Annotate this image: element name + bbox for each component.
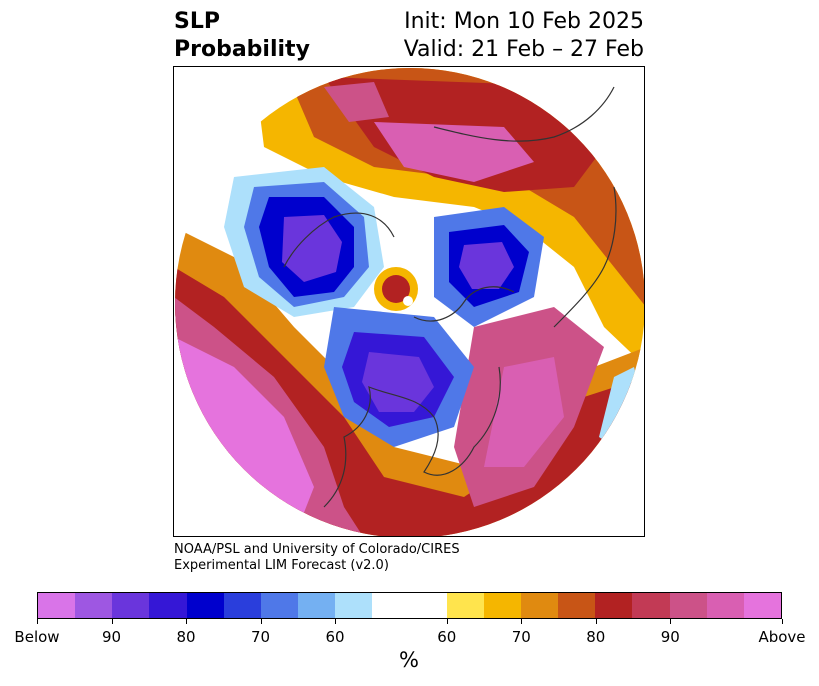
below-region-siberia-peak xyxy=(282,215,342,282)
pole-marker xyxy=(403,296,413,306)
colorbar-tick-mark xyxy=(446,619,448,624)
probability-map xyxy=(173,66,645,537)
colorbar-segment xyxy=(372,593,447,618)
colorbar-segment xyxy=(112,593,150,618)
chart-title: SLP Probability xyxy=(174,8,310,64)
credit-text: NOAA/PSL and University of Colorado/CIRE… xyxy=(174,542,460,574)
colorbar-segment xyxy=(558,593,596,618)
colorbar-segment xyxy=(446,593,484,618)
colorbar-segment xyxy=(149,593,187,618)
above-region-atlantic-peak xyxy=(484,357,564,467)
colorbar xyxy=(37,592,782,619)
colorbar-tick-label: 70 xyxy=(511,628,531,646)
colorbar-units: % xyxy=(399,648,419,672)
colorbar-segment xyxy=(260,593,299,618)
colorbar-segment xyxy=(335,593,373,618)
valid-date-label: Valid: 21 Feb – 27 Feb xyxy=(403,37,644,62)
colorbar-segment xyxy=(669,593,707,618)
colorbar-tick-label: 90 xyxy=(101,628,122,646)
colorbar-segment xyxy=(75,593,113,618)
colorbar-tick-mark xyxy=(111,619,113,624)
below-region-canada-peak xyxy=(362,352,434,412)
colorbar-tick-label: 60 xyxy=(437,628,457,646)
colorbar-tick-label: Below xyxy=(14,628,60,646)
colorbar-tick-label: 80 xyxy=(586,628,606,646)
colorbar-segment xyxy=(483,593,522,618)
colorbar-segment xyxy=(38,593,76,618)
colorbar-tick-mark xyxy=(335,619,336,624)
colorbar-segment xyxy=(632,593,670,618)
colorbar-tick-mark xyxy=(782,619,783,624)
forecast-dates: Init: Mon 10 Feb 2025 Valid: 21 Feb – 27… xyxy=(404,8,644,64)
colorbar-segment xyxy=(706,593,744,618)
below-region-arctic-peak xyxy=(459,242,514,289)
probability-field xyxy=(175,68,644,536)
colorbar-segment xyxy=(186,593,224,618)
above-region-arctic-pink xyxy=(324,82,389,122)
credit-line-2: Experimental LIM Forecast (v2.0) xyxy=(174,558,389,573)
colorbar-tick-mark xyxy=(260,619,262,624)
colorbar-tick-mark xyxy=(595,619,597,624)
colorbar-tick-label: Above xyxy=(758,628,806,646)
colorbar-segment xyxy=(521,593,559,618)
map-canvas xyxy=(175,68,644,536)
colorbar-tick-mark xyxy=(37,619,38,624)
colorbar-segment xyxy=(743,593,782,618)
above-region-pole-core xyxy=(382,275,410,303)
credit-line-1: NOAA/PSL and University of Colorado/CIRE… xyxy=(174,542,460,557)
init-date-label: Init: Mon 10 Feb 2025 xyxy=(404,9,644,34)
colorbar-tick-mark xyxy=(670,619,672,624)
colorbar-tick-label: 60 xyxy=(325,628,345,646)
colorbar-tick-label: 90 xyxy=(660,628,680,646)
colorbar-segment xyxy=(298,593,336,618)
colorbar-tick-mark xyxy=(521,619,523,624)
above-region-eurasia-peak xyxy=(374,122,534,182)
colorbar-tick-label: 80 xyxy=(176,628,196,646)
colorbar-tick-label: 70 xyxy=(250,628,271,646)
colorbar-tick-mark xyxy=(186,619,187,624)
colorbar-segment xyxy=(223,593,261,618)
colorbar-segment xyxy=(595,593,633,618)
title-line-1: SLP xyxy=(174,9,220,34)
title-line-2: Probability xyxy=(174,37,310,62)
coastlines xyxy=(283,86,617,508)
